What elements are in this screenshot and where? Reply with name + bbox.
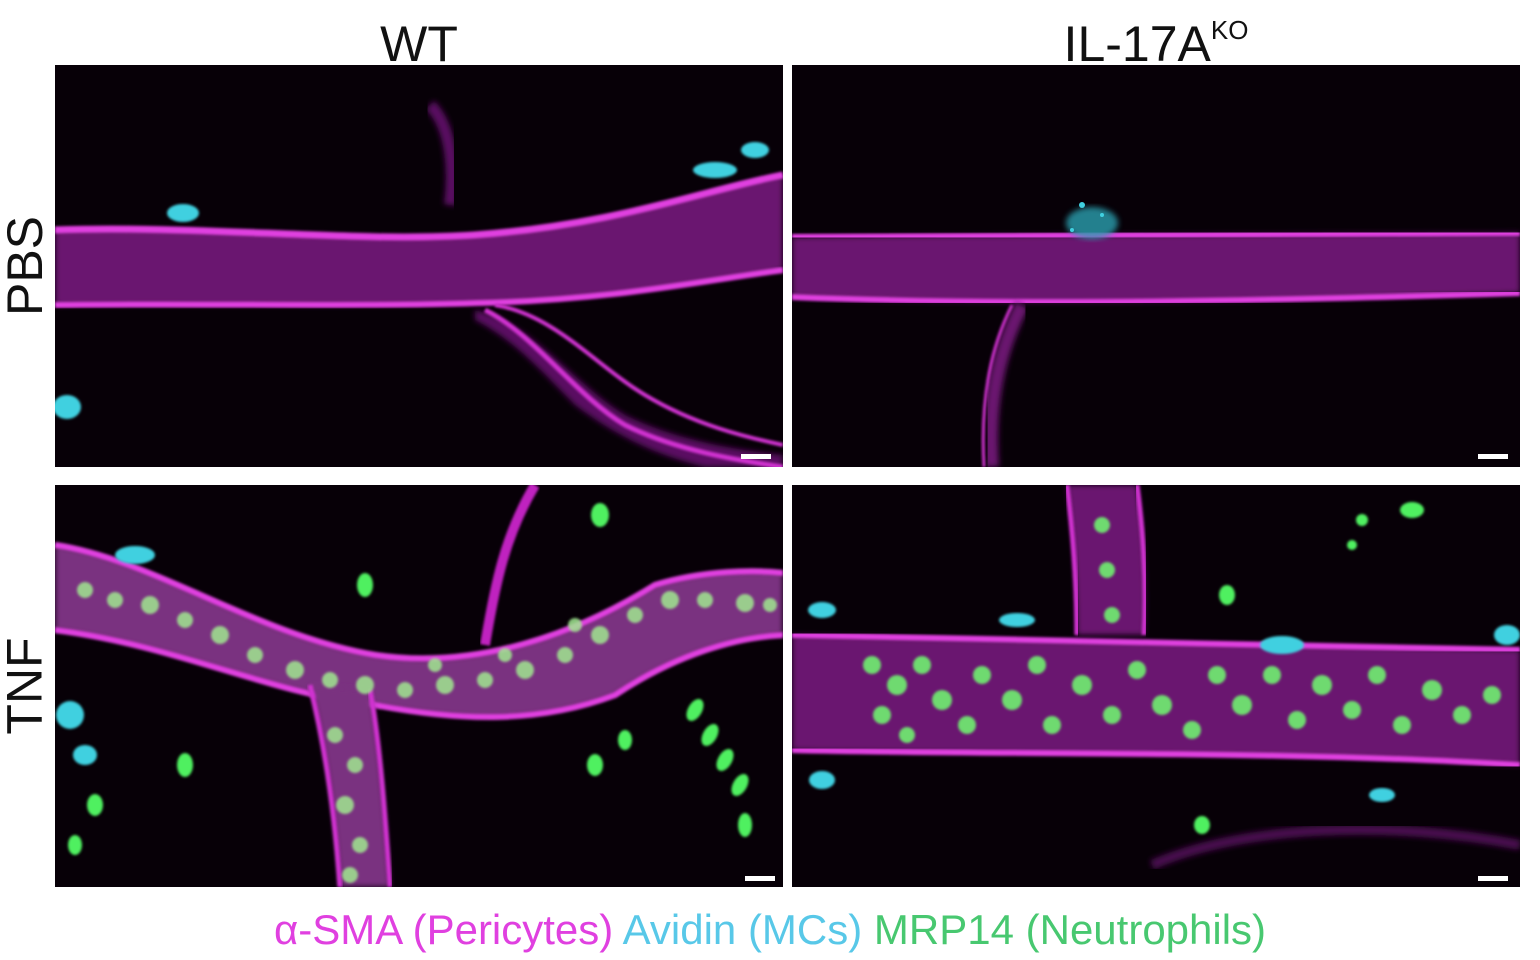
micrograph-wt-pbs: [55, 65, 783, 467]
micrograph-ko-tnf: [792, 485, 1520, 887]
column-title-il17a-ko: IL-17AKO: [1063, 15, 1249, 72]
scale-bar: [741, 454, 771, 459]
micrograph-ko-pbs: [792, 65, 1520, 467]
scale-bar: [1478, 454, 1508, 459]
legend-mast-cells: Avidin (MCs): [622, 906, 863, 953]
legend-pericytes: α-SMA (Pericytes): [273, 906, 614, 953]
scale-bar: [1478, 876, 1508, 881]
stain-legend: α-SMA (Pericytes) Avidin (MCs) MRP14 (Ne…: [0, 900, 1540, 960]
scale-bar: [745, 876, 775, 881]
micrograph-wt-tnf: [55, 485, 783, 887]
row-label-tnf: TNF: [0, 637, 54, 735]
legend-neutrophils: MRP14 (Neutrophils): [873, 906, 1267, 953]
row-label-pbs: PBS: [0, 215, 53, 317]
column-title-wt: WT: [380, 16, 458, 72]
